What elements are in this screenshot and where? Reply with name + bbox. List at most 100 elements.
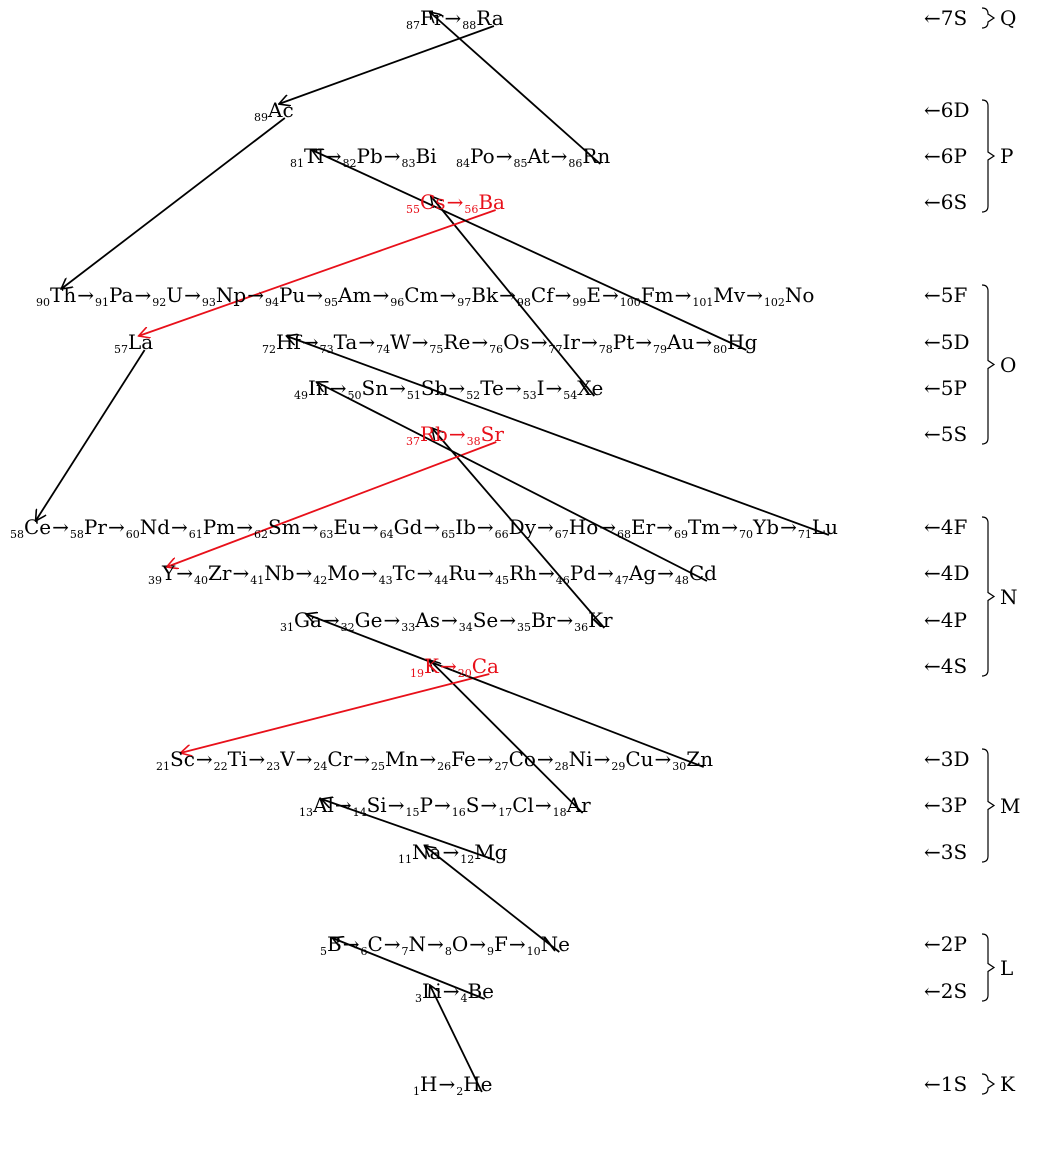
- connector-be-to-b: [332, 938, 486, 1000]
- sequence-arrow: →: [635, 330, 653, 354]
- element-symbol: Gd: [393, 515, 423, 539]
- atomic-number: 6: [360, 945, 368, 958]
- subshell-label: ←4F: [924, 515, 968, 539]
- element-symbol: Rh: [509, 561, 538, 585]
- element-symbol: V: [280, 747, 295, 771]
- element-cl: 17Cl: [498, 793, 534, 819]
- connector-ra-to-ac: [279, 25, 495, 104]
- subshell-label: ←5D: [924, 330, 970, 354]
- element-symbol: Fe: [451, 747, 476, 771]
- element-symbol: Si: [366, 793, 387, 817]
- atomic-number: 70: [739, 528, 754, 541]
- element-symbol: At: [527, 144, 550, 168]
- connector-zn-to-ga: [306, 614, 705, 768]
- sequence-arrow: →: [674, 283, 692, 307]
- subshell-label: ←4P: [924, 608, 967, 632]
- element-symbol: Zn: [686, 747, 714, 771]
- connector-ar-to-k: [429, 660, 584, 814]
- subshell-label: ←5F: [924, 283, 968, 307]
- sequence-arrow: →: [480, 793, 498, 817]
- element-symbol: Mv: [713, 283, 746, 307]
- atomic-number: 79: [653, 343, 668, 356]
- subshell-label: ←6D: [924, 98, 970, 122]
- element-symbol: Eu: [333, 515, 361, 539]
- sequence-arrow: →: [440, 608, 458, 632]
- connector-ne-to-na: [425, 846, 560, 953]
- element-symbol: Cm: [404, 283, 439, 307]
- atomic-number: 12: [460, 853, 475, 866]
- element-symbol: Ib: [455, 515, 476, 539]
- element-symbol: Sn: [361, 376, 389, 400]
- connector-mg-to-al: [321, 799, 496, 861]
- element-rh: 45Rh: [495, 561, 538, 587]
- atomic-number: 20: [457, 667, 472, 680]
- sequence-arrow: →: [597, 561, 614, 585]
- atomic-number: 15: [405, 806, 420, 819]
- element-symbol: Pd: [569, 561, 597, 585]
- sequence-arrow: →: [446, 190, 464, 214]
- sequence-arrow: →: [581, 330, 598, 354]
- sequence-arrow: →: [508, 932, 526, 956]
- sequence-arrow: →: [477, 561, 495, 585]
- sequence-arrow: →: [301, 330, 319, 354]
- atomic-number: 98: [516, 296, 531, 309]
- element-cf: 98Cf: [516, 283, 554, 309]
- atomic-number: 48: [674, 574, 689, 587]
- element-mn: 25Mn: [371, 747, 419, 773]
- sequence-arrow: →: [387, 793, 405, 817]
- row-2P: 5B→6C→7N→8O→9F→10Ne: [320, 932, 570, 960]
- element-symbol: Y: [162, 561, 176, 585]
- atomic-number: 8: [444, 945, 452, 958]
- sequence-arrow: →: [504, 376, 522, 400]
- atomic-number: 55: [406, 203, 420, 216]
- shell-brace: [981, 516, 996, 677]
- atomic-number: 77: [548, 343, 563, 356]
- element-symbol: Fm: [640, 283, 674, 307]
- subshell-label: ←4D: [924, 561, 970, 585]
- atomic-number: 44: [434, 574, 449, 587]
- atomic-number: 5: [320, 945, 327, 958]
- atomic-number: 36: [574, 621, 589, 634]
- atomic-number: 37: [406, 435, 420, 448]
- atomic-number: 10: [526, 945, 541, 958]
- element-er: 68Er: [617, 515, 655, 541]
- connector-hg-to-tl: [312, 150, 747, 351]
- sequence-arrow: →: [471, 330, 489, 354]
- sequence-arrow: →: [538, 561, 555, 585]
- subshell-label: ←7S: [924, 6, 968, 30]
- element-e: 99E: [572, 283, 601, 309]
- subshell-label: ←1S: [924, 1072, 968, 1096]
- element-symbol: I: [536, 376, 545, 400]
- connector-he-to-li: [430, 985, 483, 1093]
- atomic-number: 47: [614, 574, 629, 587]
- element-pd: 46Pd: [556, 561, 597, 587]
- element-symbol: He: [463, 1072, 493, 1096]
- row-1S: 1H→2He: [413, 1072, 493, 1100]
- connector-xe-to-cs: [431, 196, 595, 397]
- element-i: 53I: [523, 376, 545, 402]
- sequence-arrow: →: [721, 515, 739, 539]
- row-5Db: 72Hf→73Ta→74W→75Re→76Os→77Ir→78Pt→79Au→8…: [262, 330, 757, 358]
- element-ho: 67Ho: [555, 515, 599, 541]
- element-bk: 97Bk: [457, 283, 498, 309]
- connector-rn-to-fr: [430, 12, 601, 165]
- atomic-number: 32: [340, 621, 355, 634]
- element-symbol: Mo: [327, 561, 360, 585]
- element-symbol: Ho: [568, 515, 599, 539]
- element-ra: 88Ra: [462, 6, 503, 32]
- element-symbol: S: [465, 793, 480, 817]
- atomic-number: 75: [429, 343, 444, 356]
- element-symbol: Mn: [385, 747, 419, 771]
- element-ru: 44Ru: [434, 561, 476, 587]
- element-la: 57La: [114, 330, 153, 356]
- element-hg: 80Hg: [713, 330, 757, 356]
- element-symbol: Sm: [267, 515, 301, 539]
- atomic-number: 41: [250, 574, 265, 587]
- element-ne: 10Ne: [526, 932, 570, 958]
- shell-brace: [981, 748, 996, 863]
- sequence-arrow: →: [545, 376, 563, 400]
- atomic-number: 31: [280, 621, 294, 634]
- subshell-label: ←5S: [924, 422, 968, 446]
- atomic-number: 68: [617, 528, 632, 541]
- atomic-number: 85: [513, 157, 528, 170]
